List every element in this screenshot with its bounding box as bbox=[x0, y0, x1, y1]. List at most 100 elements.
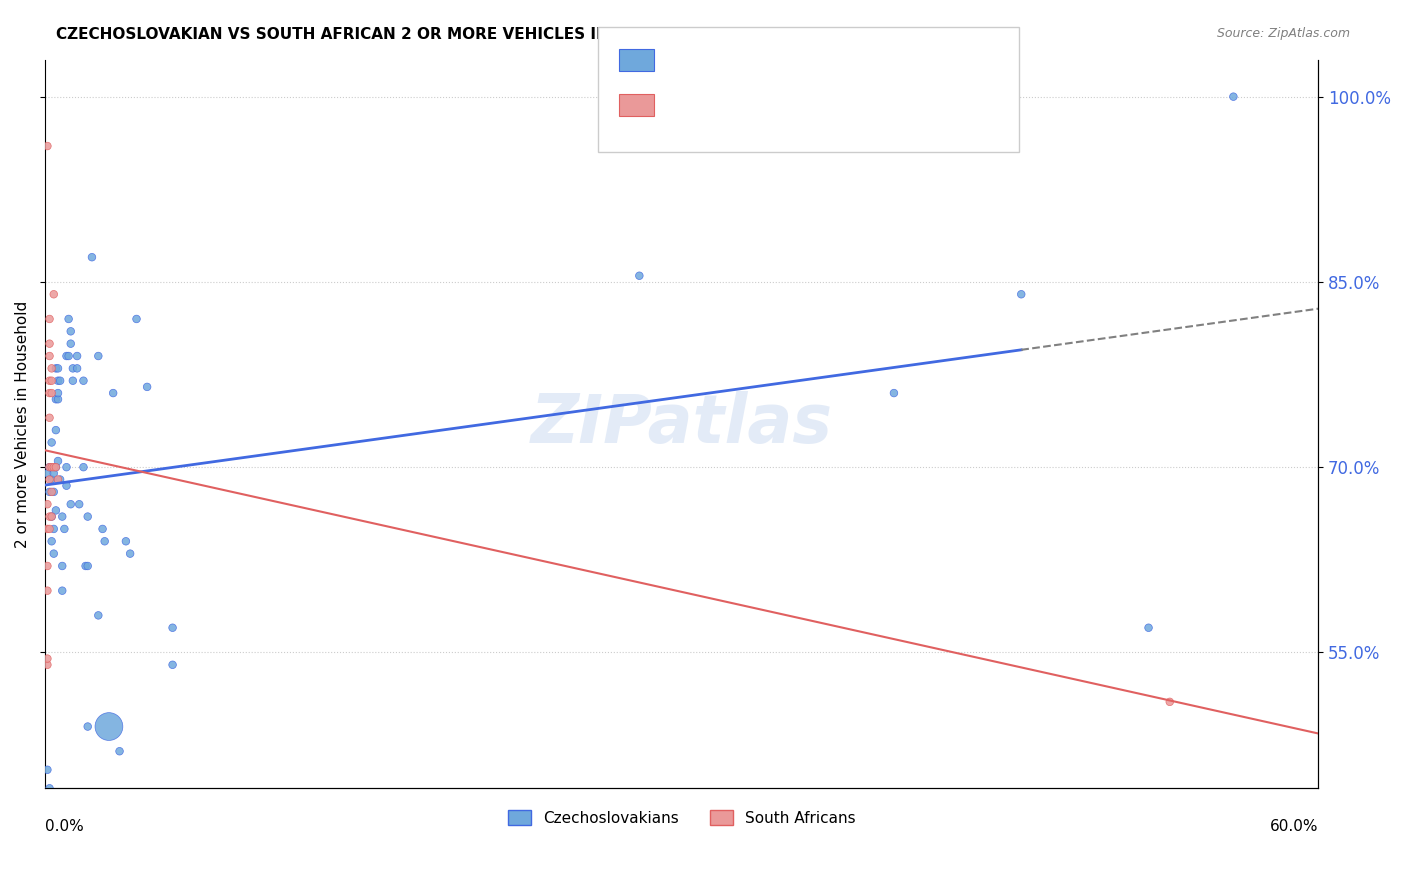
Point bbox=[91, 522, 114, 536]
Point bbox=[37, 559, 59, 574]
Point bbox=[46, 454, 69, 468]
Point bbox=[51, 509, 73, 524]
Point bbox=[42, 522, 65, 536]
Point bbox=[76, 509, 98, 524]
Point bbox=[1222, 89, 1244, 103]
Legend: Czechoslovakians, South Africans: Czechoslovakians, South Africans bbox=[502, 804, 862, 831]
Point bbox=[58, 349, 80, 363]
Point bbox=[76, 559, 98, 574]
Point bbox=[41, 361, 63, 376]
Point bbox=[41, 460, 63, 475]
Point bbox=[42, 287, 65, 301]
Point bbox=[42, 467, 65, 481]
Point bbox=[37, 497, 59, 511]
Point bbox=[38, 410, 60, 425]
Point bbox=[1010, 287, 1032, 301]
Point bbox=[58, 312, 80, 326]
Point bbox=[49, 473, 72, 487]
Point bbox=[72, 374, 94, 388]
Text: CZECHOSLOVAKIAN VS SOUTH AFRICAN 2 OR MORE VEHICLES IN HOUSEHOLD CORRELATION CHA: CZECHOSLOVAKIAN VS SOUTH AFRICAN 2 OR MO… bbox=[56, 27, 910, 42]
Point bbox=[41, 534, 63, 549]
Point bbox=[38, 781, 60, 796]
Point bbox=[66, 361, 89, 376]
Point bbox=[45, 460, 67, 475]
Text: R = 0.249   N = 67: R = 0.249 N = 67 bbox=[626, 49, 796, 67]
Point bbox=[55, 479, 77, 493]
Point bbox=[162, 621, 184, 635]
Point bbox=[87, 349, 110, 363]
Text: 60.0%: 60.0% bbox=[1270, 819, 1319, 834]
Point bbox=[37, 657, 59, 672]
Point bbox=[46, 374, 69, 388]
Point bbox=[42, 484, 65, 499]
Point bbox=[41, 509, 63, 524]
Point bbox=[62, 361, 84, 376]
Point bbox=[38, 522, 60, 536]
Point bbox=[38, 349, 60, 363]
Point bbox=[101, 386, 124, 401]
Text: Source: ZipAtlas.com: Source: ZipAtlas.com bbox=[1216, 27, 1350, 40]
Point bbox=[42, 547, 65, 561]
Point bbox=[41, 374, 63, 388]
Point bbox=[38, 386, 60, 401]
Y-axis label: 2 or more Vehicles in Household: 2 or more Vehicles in Household bbox=[15, 301, 30, 548]
Point bbox=[55, 349, 77, 363]
Point bbox=[45, 392, 67, 407]
Point bbox=[883, 386, 905, 401]
Point bbox=[38, 460, 60, 475]
Point bbox=[41, 386, 63, 401]
Point bbox=[162, 657, 184, 672]
Point bbox=[62, 374, 84, 388]
Point bbox=[53, 522, 76, 536]
Point bbox=[46, 392, 69, 407]
Point bbox=[38, 473, 60, 487]
Point bbox=[125, 312, 148, 326]
Point bbox=[76, 720, 98, 734]
Point bbox=[59, 497, 82, 511]
Point bbox=[1137, 621, 1160, 635]
Point bbox=[59, 324, 82, 338]
Point bbox=[59, 336, 82, 351]
Text: 0.0%: 0.0% bbox=[45, 819, 84, 834]
Point bbox=[45, 423, 67, 437]
Point bbox=[75, 559, 97, 574]
Point bbox=[51, 583, 73, 598]
Point bbox=[45, 503, 67, 517]
Point bbox=[115, 534, 138, 549]
Point bbox=[80, 250, 103, 264]
Point bbox=[45, 361, 67, 376]
Point bbox=[41, 509, 63, 524]
Point bbox=[72, 460, 94, 475]
Point bbox=[67, 497, 90, 511]
Point bbox=[46, 361, 69, 376]
Point bbox=[37, 139, 59, 153]
Point bbox=[108, 744, 131, 758]
Point bbox=[38, 312, 60, 326]
Point bbox=[66, 349, 89, 363]
Point bbox=[38, 484, 60, 499]
Text: ZIPatlas: ZIPatlas bbox=[531, 391, 832, 457]
Point bbox=[37, 522, 59, 536]
Point bbox=[136, 380, 159, 394]
Point bbox=[97, 720, 120, 734]
Text: R = 0.006   N = 28: R = 0.006 N = 28 bbox=[626, 94, 796, 112]
Point bbox=[38, 374, 60, 388]
Point bbox=[37, 467, 59, 481]
Point bbox=[37, 583, 59, 598]
Point bbox=[51, 559, 73, 574]
Point bbox=[42, 460, 65, 475]
Point bbox=[38, 460, 60, 475]
Point bbox=[41, 435, 63, 450]
Point bbox=[87, 608, 110, 623]
Point bbox=[120, 547, 142, 561]
Point bbox=[38, 509, 60, 524]
Point bbox=[1159, 695, 1181, 709]
Point bbox=[55, 460, 77, 475]
Point bbox=[46, 386, 69, 401]
Point bbox=[38, 336, 60, 351]
Point bbox=[45, 460, 67, 475]
Point bbox=[41, 484, 63, 499]
Point bbox=[628, 268, 651, 283]
Point bbox=[93, 534, 115, 549]
Point bbox=[37, 651, 59, 665]
